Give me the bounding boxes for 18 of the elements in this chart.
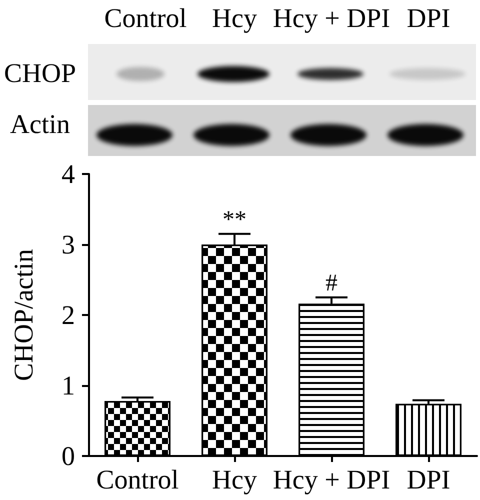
y-tick-label: 2 — [62, 300, 75, 330]
x-tick-label: Hcy + DPI — [272, 464, 390, 494]
x-tick-label: Control — [96, 464, 179, 494]
y-axis-title: CHOP/actin — [8, 248, 38, 381]
y-tick-label: 4 — [62, 159, 76, 189]
x-tick-label: DPI — [406, 464, 450, 494]
annotation: ** — [222, 206, 246, 233]
category-label: Control — [104, 3, 187, 33]
text: Actin — [10, 109, 70, 139]
category-label: Hcy — [212, 3, 257, 33]
x-tick-label: Hcy — [212, 464, 258, 494]
y-tick-label: 0 — [62, 441, 75, 471]
y-tick-label: 1 — [62, 370, 75, 400]
text: CHOP — [4, 58, 76, 88]
category-label: Hcy + DPI — [272, 3, 390, 33]
y-tick-label: 3 — [62, 230, 75, 260]
category-label: DPI — [406, 3, 450, 33]
annotation: # — [326, 270, 338, 296]
